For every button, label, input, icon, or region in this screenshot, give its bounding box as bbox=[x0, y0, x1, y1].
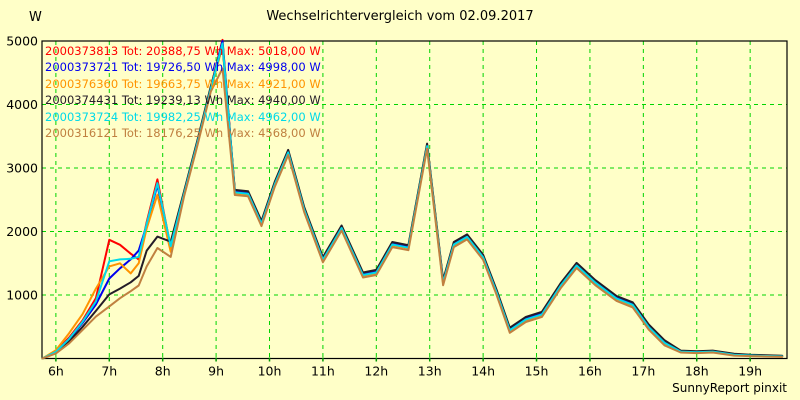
x-tick-label: 13h bbox=[418, 364, 442, 379]
plot-border bbox=[41, 40, 788, 360]
legend-item-2000373724: 2000373724 Tot: 19982,25 Wh Max: 4962,00… bbox=[45, 109, 321, 124]
y-tick-label: 5000 bbox=[6, 34, 38, 49]
page-title: Wechselrichtervergleich vom 02.09.2017 bbox=[266, 9, 534, 24]
y-tick-label: 3000 bbox=[6, 161, 38, 176]
x-tick-label: 17h bbox=[631, 364, 655, 379]
legend-item-2000374431: 2000374431 Tot: 19239,13 Wh Max: 4940,00… bbox=[45, 93, 321, 108]
legend: 2000373813 Tot: 20388,75 Wh Max: 5018,00… bbox=[45, 43, 321, 141]
series-line-2000373724 bbox=[41, 42, 784, 360]
x-tick-label: 16h bbox=[578, 364, 602, 379]
legend-item-2000373721: 2000373721 Tot: 19726,50 Wh Max: 4998,00… bbox=[45, 60, 321, 75]
x-tick-label: 7h bbox=[101, 364, 117, 379]
x-tick-label: 12h bbox=[364, 364, 388, 379]
x-tick-label: 15h bbox=[525, 364, 549, 379]
y-axis-unit-label: W bbox=[29, 10, 42, 25]
x-tick-label: 9h bbox=[208, 364, 224, 379]
footer-credit: SunnyReport pinxit bbox=[672, 381, 787, 395]
x-tick-label: 8h bbox=[155, 364, 171, 379]
x-tick-label: 18h bbox=[685, 364, 709, 379]
legend-item-2000376360: 2000376360 Tot: 19663,75 Wh Max: 4921,00… bbox=[45, 76, 321, 91]
series-line-2000374431 bbox=[41, 43, 784, 360]
x-tick-label: 19h bbox=[738, 364, 762, 379]
x-tick-label: 10h bbox=[258, 364, 282, 379]
x-tick-label: 14h bbox=[471, 364, 495, 379]
y-tick-label: 2000 bbox=[6, 224, 38, 239]
x-tick-label: 11h bbox=[311, 364, 335, 379]
y-tick-label: 1000 bbox=[6, 288, 38, 303]
legend-item-2000373813: 2000373813 Tot: 20388,75 Wh Max: 5018,00… bbox=[45, 44, 321, 58]
y-tick-label: 4000 bbox=[6, 97, 38, 112]
legend-item-2000316121: 2000316121 Tot: 18176,25 Wh Max: 4568,00… bbox=[45, 126, 321, 141]
series-line-2000316121 bbox=[41, 67, 784, 360]
x-tick-label: 6h bbox=[48, 364, 64, 379]
